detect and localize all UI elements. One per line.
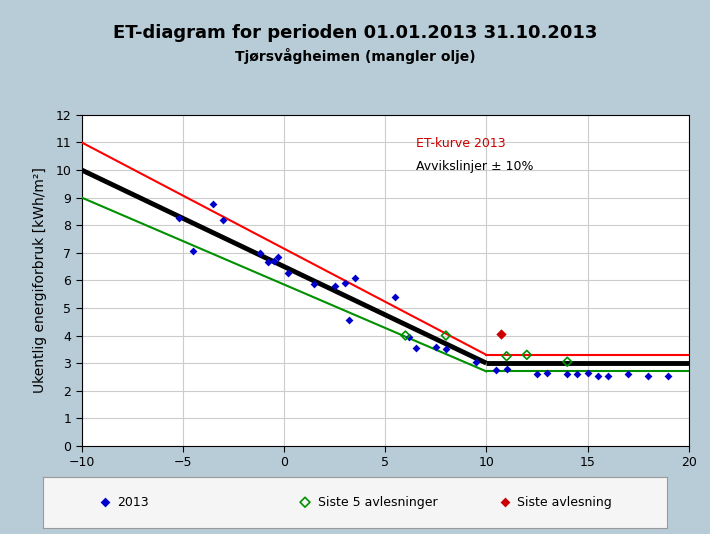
Point: [562, 357, 573, 366]
Point: [272, 253, 283, 261]
Point: [343, 316, 354, 325]
Text: Siste 5 avlesninger: Siste 5 avlesninger: [317, 496, 437, 509]
Point: [572, 370, 583, 379]
Point: [430, 342, 442, 351]
Point: [400, 331, 411, 340]
Point: [262, 258, 273, 266]
Point: [99, 498, 111, 506]
Point: [622, 370, 634, 379]
Point: [542, 368, 553, 377]
Point: [349, 273, 361, 282]
Point: [592, 371, 604, 380]
Text: Avvikslinjer ± 10%: Avvikslinjer ± 10%: [415, 160, 533, 174]
Point: [339, 279, 351, 287]
Point: [501, 364, 513, 373]
Point: [410, 344, 421, 352]
Point: [440, 345, 452, 354]
Point: [531, 370, 542, 379]
Point: [187, 247, 199, 256]
Text: 2013: 2013: [118, 496, 149, 509]
Point: [471, 357, 482, 366]
Point: [495, 330, 506, 339]
Point: [501, 352, 513, 360]
X-axis label: Ukemiddeltemperatur [°C]: Ukemiddeltemperatur [°C]: [293, 477, 478, 492]
Point: [268, 257, 280, 265]
Point: [662, 371, 674, 380]
Text: Tjørsvågheimen (mangler olje): Tjørsvågheimen (mangler olje): [235, 48, 475, 64]
Point: [390, 293, 401, 301]
Point: [602, 371, 613, 380]
Point: [283, 269, 294, 278]
Point: [329, 281, 340, 290]
Point: [499, 498, 510, 506]
Point: [521, 351, 532, 359]
Point: [300, 498, 311, 506]
Text: ET-diagram for perioden 01.01.2013 31.10.2013: ET-diagram for perioden 01.01.2013 31.10…: [113, 24, 597, 42]
Text: Siste avlesning: Siste avlesning: [518, 496, 612, 509]
Point: [582, 368, 594, 377]
Point: [440, 331, 452, 340]
Point: [643, 371, 654, 380]
Point: [173, 214, 185, 223]
Y-axis label: Ukentlig energiforbruk [kWh/m²]: Ukentlig energiforbruk [kWh/m²]: [33, 168, 47, 393]
Point: [254, 248, 266, 257]
Point: [491, 366, 502, 374]
Point: [562, 370, 573, 379]
Point: [207, 200, 219, 209]
Point: [218, 215, 229, 224]
Text: ET-kurve 2013: ET-kurve 2013: [415, 137, 505, 150]
Point: [309, 280, 320, 289]
Point: [404, 333, 415, 341]
